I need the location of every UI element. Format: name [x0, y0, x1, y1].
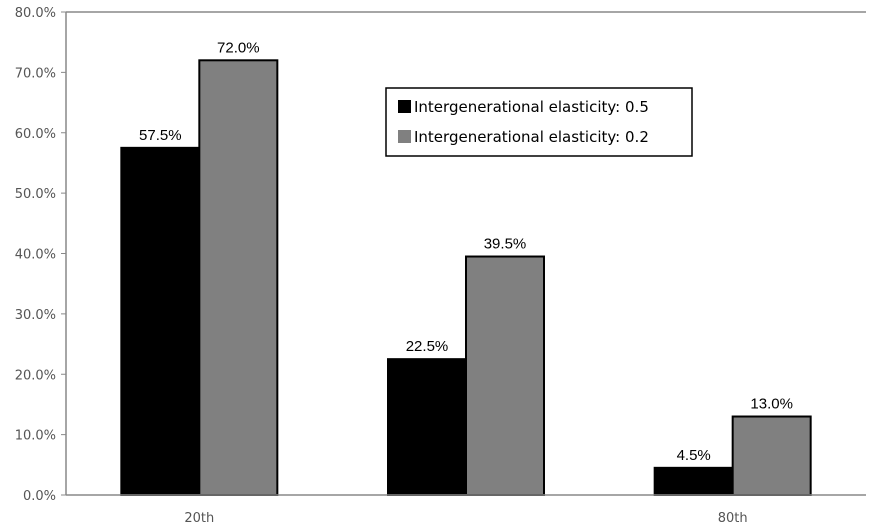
data-label: 57.5%	[139, 127, 182, 144]
bar	[653, 466, 734, 496]
legend: Intergenerational elasticity: 0.5 Interge…	[385, 87, 693, 157]
y-tick-label: 50.0%	[15, 187, 56, 202]
data-label: 22.5%	[406, 338, 449, 355]
y-tick-label: 40.0%	[15, 248, 56, 263]
legend-label: Intergenerational elasticity: 0.2	[414, 128, 649, 146]
bar	[387, 358, 467, 496]
y-tick-label: 80.0%	[15, 6, 56, 21]
x-tick-label: 20th	[184, 511, 214, 526]
legend-label: Intergenerational elasticity: 0.5	[414, 98, 649, 116]
y-tick-label: 70.0%	[15, 66, 56, 81]
y-tick-label: 20.0%	[15, 368, 56, 383]
y-tick-label: 10.0%	[15, 429, 56, 444]
y-tick-label: 30.0%	[15, 308, 56, 323]
bar	[198, 59, 279, 497]
data-label: 4.5%	[677, 447, 711, 464]
bar	[731, 415, 812, 497]
legend-swatch	[398, 130, 411, 143]
legend-swatch	[398, 100, 411, 113]
y-axis-ticks: 0.0% 10.0% 20.0% 30.0% 40.0% 50.0% 60.0% 70.0% 8…	[15, 6, 66, 504]
data-labels: 57.5% 22.5% 4.5% 72.0% 39.5% 13.0%	[139, 39, 793, 464]
axes	[65, 11, 866, 496]
bar	[120, 146, 201, 496]
data-label: 13.0%	[750, 396, 793, 413]
x-axis-labels: 20th 80th	[184, 511, 747, 526]
data-label: 72.0%	[217, 39, 260, 56]
legend-box	[385, 87, 693, 157]
y-tick-label: 60.0%	[15, 127, 56, 142]
x-tick-label: 80th	[718, 511, 748, 526]
bars	[120, 59, 812, 497]
y-tick-label: 0.0%	[23, 489, 56, 504]
data-label: 39.5%	[484, 236, 527, 253]
bar	[465, 255, 545, 496]
